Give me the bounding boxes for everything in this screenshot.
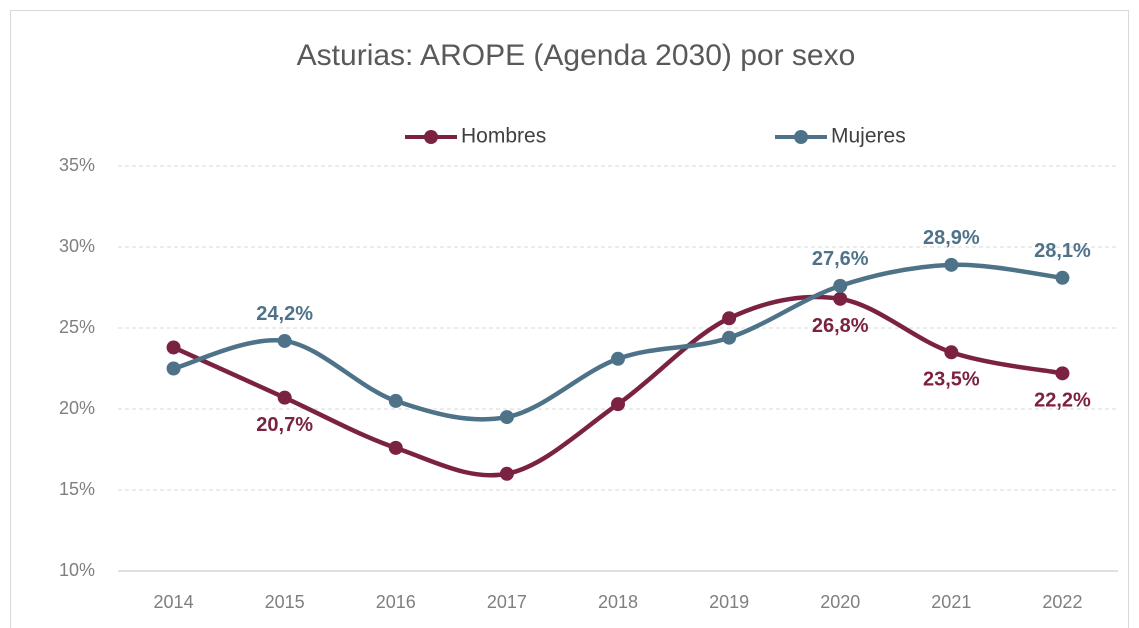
y-tick-label: 30% [59, 236, 95, 256]
point [277, 333, 292, 348]
x-tick-label: 2014 [154, 592, 194, 612]
chart-border [10, 10, 1129, 628]
legend-label: Hombres [461, 125, 546, 148]
data-label: 20,7% [256, 414, 313, 436]
point [277, 390, 292, 405]
point [1055, 366, 1070, 381]
x-tick-label: 2020 [820, 592, 860, 612]
point [833, 278, 848, 293]
data-label: 28,9% [923, 227, 980, 249]
point [388, 440, 403, 455]
x-tick-label: 2019 [709, 592, 749, 612]
x-tick-label: 2015 [265, 592, 305, 612]
point [499, 410, 514, 425]
y-tick-label: 20% [59, 398, 95, 418]
data-label: 23,5% [923, 369, 980, 391]
point [722, 311, 737, 326]
legend-marker [794, 130, 808, 144]
point [611, 397, 625, 412]
x-tick-label: 2017 [487, 592, 527, 612]
point [944, 345, 959, 360]
point [499, 466, 514, 481]
data-label: 24,2% [256, 303, 313, 325]
point [944, 257, 959, 272]
point [1055, 270, 1070, 285]
point [833, 291, 848, 306]
point [166, 361, 181, 376]
x-tick-label: 2018 [598, 592, 638, 612]
x-tick-label: 2022 [1042, 592, 1082, 612]
point [388, 393, 403, 408]
chart-title: Asturias: AROPE (Agenda 2030) por sexo [297, 39, 856, 72]
point [722, 330, 737, 345]
x-tick-label: 2021 [931, 592, 971, 612]
data-label: 27,6% [812, 248, 869, 270]
data-label: 28,1% [1034, 240, 1091, 262]
point [166, 340, 181, 355]
point [611, 351, 625, 366]
legend-label: Mujeres [831, 125, 906, 148]
y-tick-label: 10% [59, 560, 95, 580]
data-label: 22,2% [1034, 390, 1091, 412]
y-tick-label: 15% [59, 479, 95, 499]
data-label: 26,8% [812, 315, 869, 337]
x-tick-label: 2016 [376, 592, 416, 612]
y-tick-label: 35% [59, 155, 95, 175]
legend-marker [424, 130, 438, 144]
y-tick-label: 25% [59, 317, 95, 337]
